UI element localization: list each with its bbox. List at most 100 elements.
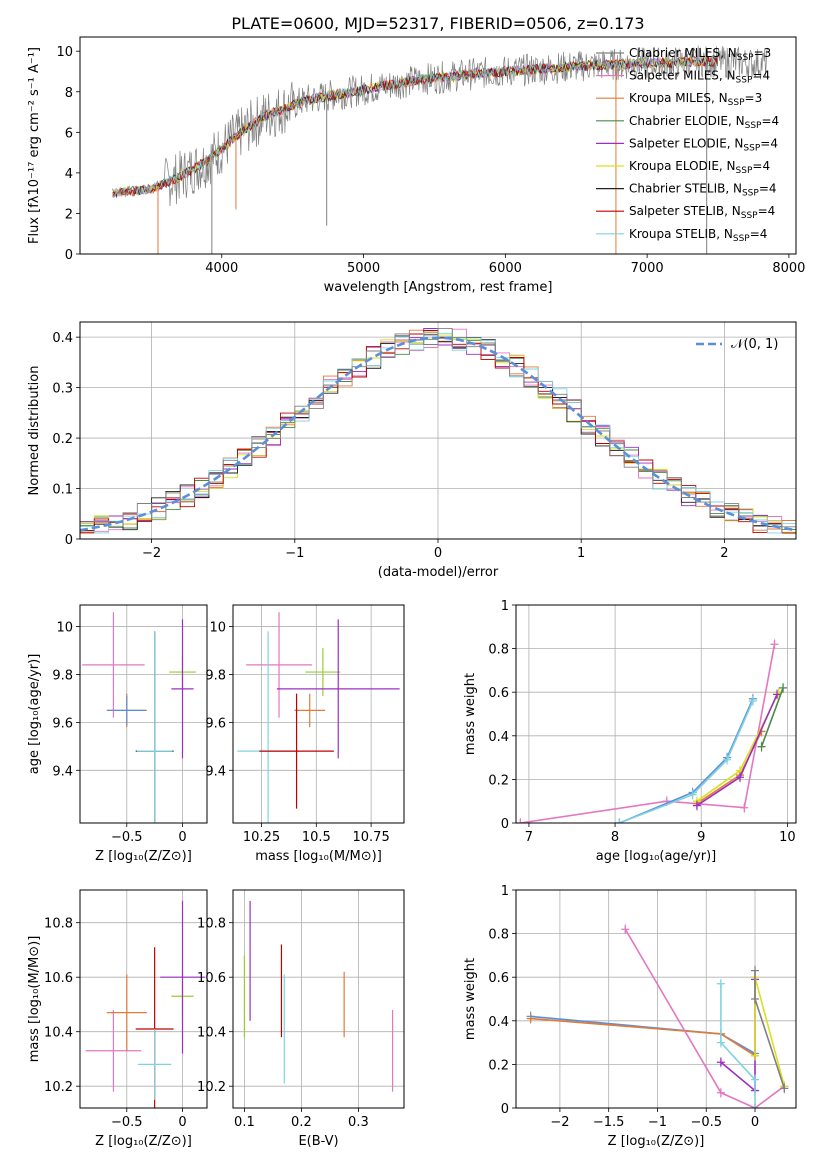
x-tick-label: −1 (285, 546, 304, 561)
y-tick-label: 0.4 (488, 730, 509, 745)
axes-frame (79, 889, 208, 1109)
chart-mass_vs_Z: −0.5 0 10.2 10.4 10.6 10.8 Z [log₁₀(Z/Z⊙)] mass… (27, 889, 208, 1149)
legend-value: =4 (750, 227, 768, 241)
series-line-cyan (619, 700, 754, 823)
plot-area (80, 328, 796, 534)
y-tick-label: 0.3 (52, 382, 73, 397)
x-tick-label: 4000 (205, 261, 238, 276)
y-tick-label: 10.2 (44, 1080, 73, 1095)
y-tick-label: 10.8 (44, 917, 73, 932)
y-axis-label: Normed distribution (27, 366, 42, 496)
x-tick-label: 10.75 (353, 830, 390, 845)
legend-value: =4 (759, 182, 777, 196)
x-axis-label: age [log₁₀(age/yr)] (596, 849, 717, 864)
series-line-pink (520, 644, 776, 823)
chart-age_vs_mass: 10.25 10.5 10.75 9.4 9.6 9.8 10 mass [log₁₀(M/M… (205, 604, 405, 864)
y-tick-label: 0.8 (488, 928, 509, 943)
axes-frame (79, 36, 797, 255)
plot-area (82, 612, 196, 823)
legend-label: Salpeter STELIB, NSSP=4 (629, 204, 775, 221)
spectrum-series-cyan (112, 55, 718, 198)
y-axis-label: Flux [fλ10⁻¹⁷ erg cm⁻² s⁻¹ A⁻¹] (27, 47, 42, 244)
gaussian-curve (80, 336, 796, 532)
x-tick-label: 10.25 (243, 830, 280, 845)
spectrum-series-black (112, 55, 718, 197)
y-tick-label: 2 (65, 207, 73, 222)
x-tick-label: 0.1 (234, 1115, 255, 1130)
axes-frame (232, 604, 405, 824)
x-tick-label: 8 (611, 830, 619, 845)
y-tick-label: 0.4 (52, 331, 73, 346)
x-tick-label: −0.5 (111, 1115, 143, 1130)
series-line-cyan (720, 983, 756, 1108)
plot-area (526, 924, 789, 1108)
series-line-pink (624, 928, 785, 1108)
legend-value: =4 (758, 204, 776, 218)
legend-value: =4 (761, 114, 779, 128)
y-tick-label: 10.6 (197, 971, 226, 986)
axes-frame (232, 889, 405, 1109)
figure-title: PLATE=0600, MJD=52317, FIBERID=0506, z=0… (231, 14, 644, 33)
legend-subscript: SSP (737, 53, 754, 63)
series-line-yellow (696, 691, 780, 802)
y-axis-label: mass weight (463, 958, 478, 1040)
y-tick-label: 0.1 (52, 483, 73, 498)
x-tick-label: 8000 (772, 261, 805, 276)
legend-value: =4 (752, 69, 770, 83)
axes-frame (79, 604, 208, 824)
x-tick-label: 7 (525, 830, 533, 845)
chart-age_vs_Z: −0.5 0 9.4 9.6 9.8 10 Z [log₁₀(Z/Z⊙)] age [log₁… (27, 604, 208, 864)
legend-subscript: SSP (736, 166, 753, 176)
y-tick-label: 0.2 (488, 1058, 509, 1073)
x-tick-label: 5000 (347, 261, 380, 276)
x-tick-label: 0.2 (291, 1115, 312, 1130)
y-tick-label: 8 (65, 86, 73, 101)
y-tick-label: 0 (65, 533, 73, 548)
legend-subscript: SSP (741, 211, 758, 221)
plot-area (85, 900, 205, 1108)
y-tick-label: 0 (501, 1102, 509, 1117)
x-tick-label: 10.5 (302, 830, 331, 845)
legend-value: =3 (745, 91, 763, 105)
legend-value: =4 (752, 159, 770, 173)
y-tick-label: 9.6 (205, 716, 226, 731)
legend-subscript: SSP (736, 76, 753, 86)
x-tick-label: 0 (178, 1115, 186, 1130)
y-axis-label: mass [log₁₀(M/M⊙)] (27, 936, 42, 1063)
x-tick-label: 0 (178, 830, 186, 845)
y-tick-label: 10 (56, 45, 73, 60)
y-tick-label: 0.6 (488, 686, 509, 701)
y-tick-label: 0.6 (488, 971, 509, 986)
legend-label: Kroupa ELODIE, NSSP=4 (629, 159, 770, 176)
legend-label: Chabrier ELODIE, NSSP=4 (629, 114, 779, 131)
legend-label: Kroupa MILES, NSSP=3 (629, 91, 762, 108)
x-axis-label: E(B-V) (298, 1134, 338, 1149)
x-tick-label: 2 (720, 546, 728, 561)
x-axis-label: (data-model)/error (378, 565, 499, 580)
x-tick-label: 10 (779, 830, 796, 845)
x-axis-label: mass [log₁₀(M/M⊙)] (255, 849, 382, 864)
y-tick-label: 4 (65, 167, 73, 182)
x-axis-label: Z [log₁₀(Z/Z⊙)] (95, 849, 192, 864)
spectrum-series-grey (112, 45, 768, 207)
x-tick-label: 0.3 (348, 1115, 369, 1130)
y-tick-label: 10.6 (44, 971, 73, 986)
axes-frame (79, 321, 797, 540)
x-tick-label: 7000 (631, 261, 664, 276)
y-tick-label: 9.8 (205, 668, 226, 683)
y-tick-label: 10 (56, 621, 73, 636)
legend-value: =4 (760, 136, 778, 150)
legend-value: =3 (754, 46, 772, 60)
y-tick-label: 10 (209, 621, 226, 636)
y-tick-label: 10.2 (197, 1080, 226, 1095)
y-tick-label: 10.8 (197, 917, 226, 932)
y-tick-label: 0.2 (488, 773, 509, 788)
y-tick-label: 1 (501, 884, 509, 899)
legend-label: Salpeter ELODIE, NSSP=4 (629, 136, 778, 153)
legend-subscript: SSP (745, 121, 762, 131)
y-tick-label: 0 (501, 817, 509, 832)
x-axis-label: Z [log₁₀(Z/Z⊙)] (95, 1134, 192, 1149)
legend-label: 𝒩(0, 1) (731, 337, 778, 352)
y-axis-label: age [log₁₀(age/yr)] (27, 654, 42, 775)
plot-area (112, 45, 768, 254)
